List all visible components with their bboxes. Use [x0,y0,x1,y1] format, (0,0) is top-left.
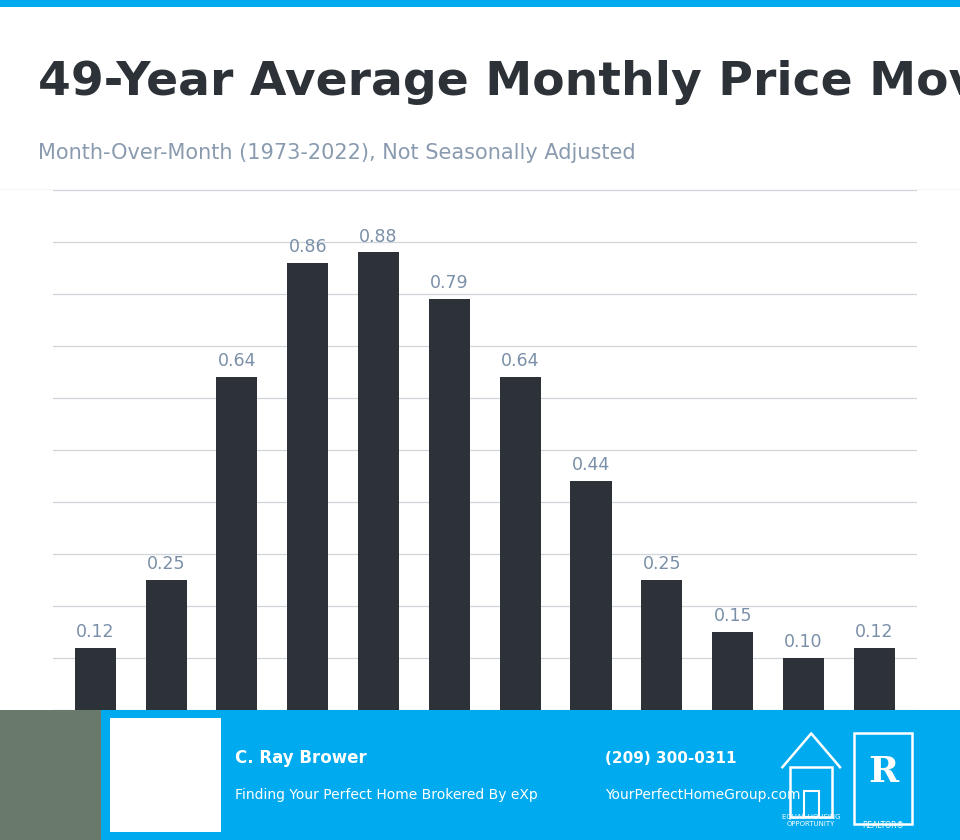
Text: Source: Case-Shiller: Source: Case-Shiller [783,762,917,775]
Bar [0,710,101,840]
Text: 0.64: 0.64 [218,353,256,370]
Text: 0.44: 0.44 [572,456,611,475]
Text: YourPerfectHomeGroup.com: YourPerfectHomeGroup.com [605,788,801,801]
Text: 0.86: 0.86 [288,238,327,256]
Text: 0.12: 0.12 [76,622,114,641]
Bar [75,648,116,710]
Text: EQUAL HOUSING
OPPORTUNITY: EQUAL HOUSING OPPORTUNITY [782,814,840,827]
Text: Finding Your Perfect Home Brokered By eXp: Finding Your Perfect Home Brokered By eX… [235,788,538,801]
Bar [499,377,540,710]
Bar [570,481,612,710]
Bar [783,658,824,710]
Text: Month-Over-Month (1973-2022), Not Seasonally Adjusted: Month-Over-Month (1973-2022), Not Season… [38,143,636,163]
Text: 0.12: 0.12 [855,622,894,641]
Bar [110,718,221,832]
Text: REALTOR®: REALTOR® [862,821,904,830]
Text: 49-Year Average Monthly Price Movement: 49-Year Average Monthly Price Movement [38,60,960,106]
Bar [790,767,832,816]
Text: 0.25: 0.25 [642,555,681,573]
Bar [429,299,470,710]
Text: 0.25: 0.25 [147,555,185,573]
Text: (209) 300-0311: (209) 300-0311 [605,751,736,765]
Text: 0.64: 0.64 [501,353,540,370]
Text: 0.10: 0.10 [784,633,823,651]
Bar [854,733,912,824]
Bar [712,632,754,710]
Text: C. Ray Brower: C. Ray Brower [235,749,367,767]
Bar [641,580,683,710]
Bar [804,790,819,816]
Bar [287,263,328,710]
Text: 0.88: 0.88 [359,228,397,245]
Text: 0.79: 0.79 [430,275,468,292]
Bar [146,580,186,710]
Bar [216,377,257,710]
Bar [853,648,895,710]
Bar [358,252,399,710]
Text: 0.15: 0.15 [713,607,752,625]
Text: R: R [868,755,899,790]
